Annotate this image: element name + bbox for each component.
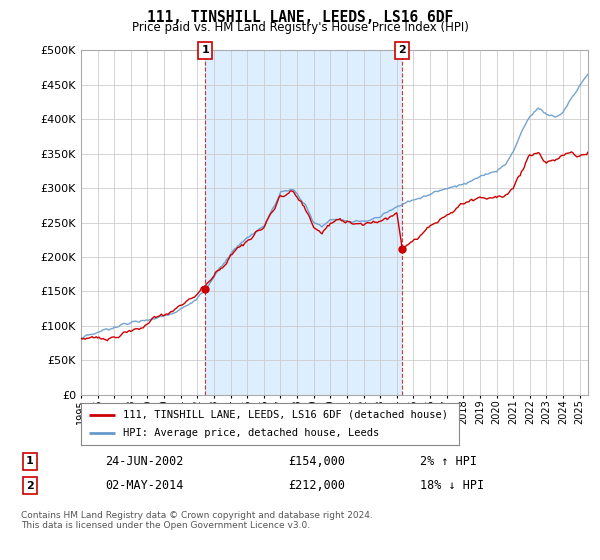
Text: 24-JUN-2002: 24-JUN-2002 xyxy=(105,455,184,468)
Text: 1: 1 xyxy=(26,456,34,466)
Text: 02-MAY-2014: 02-MAY-2014 xyxy=(105,479,184,492)
Text: HPI: Average price, detached house, Leeds: HPI: Average price, detached house, Leed… xyxy=(122,428,379,438)
Text: £212,000: £212,000 xyxy=(288,479,345,492)
Text: 1: 1 xyxy=(201,45,209,55)
Text: 111, TINSHILL LANE, LEEDS, LS16 6DF (detached house): 111, TINSHILL LANE, LEEDS, LS16 6DF (det… xyxy=(122,410,448,420)
Text: 2: 2 xyxy=(26,480,34,491)
Text: 2% ↑ HPI: 2% ↑ HPI xyxy=(420,455,477,468)
Text: 2: 2 xyxy=(398,45,406,55)
Text: 111, TINSHILL LANE, LEEDS, LS16 6DF: 111, TINSHILL LANE, LEEDS, LS16 6DF xyxy=(147,10,453,25)
Text: Price paid vs. HM Land Registry's House Price Index (HPI): Price paid vs. HM Land Registry's House … xyxy=(131,21,469,34)
Text: Contains HM Land Registry data © Crown copyright and database right 2024.
This d: Contains HM Land Registry data © Crown c… xyxy=(21,511,373,530)
Text: £154,000: £154,000 xyxy=(288,455,345,468)
Text: 18% ↓ HPI: 18% ↓ HPI xyxy=(420,479,484,492)
Bar xyxy=(205,50,403,395)
